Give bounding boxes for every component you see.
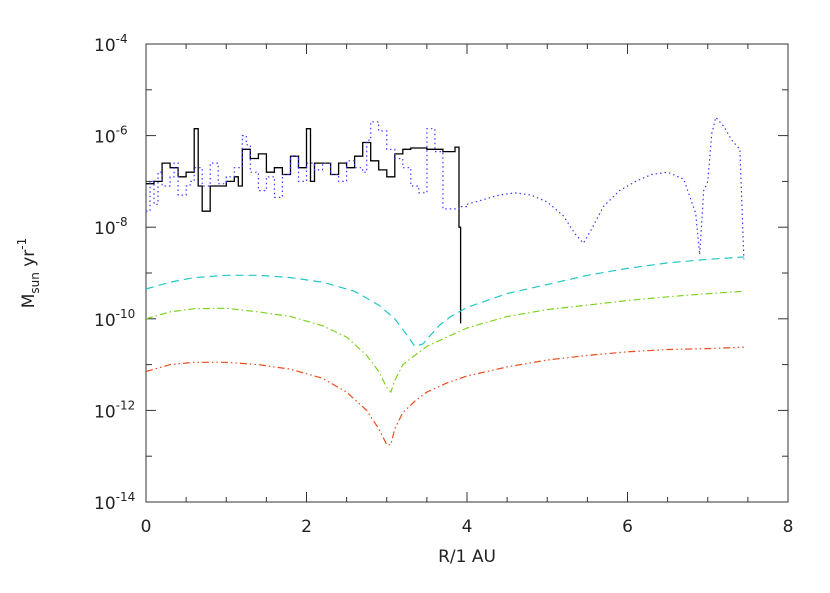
y-tick-label: 10-10	[94, 307, 135, 331]
series-line-dashdot-4	[145, 290, 744, 394]
x-tick-label: 2	[301, 517, 312, 537]
x-tick-labels: 0 2 4 6 8	[141, 517, 794, 537]
y-axis-title: Msun yr-1	[15, 238, 42, 309]
x-tick-label: 4	[462, 517, 473, 537]
data-series	[145, 116, 745, 446]
x-tick-label: 8	[783, 517, 794, 537]
y-tick-label: 10-8	[94, 215, 128, 239]
y-tick-label: 10-6	[94, 124, 128, 148]
series-line-dotted-1	[146, 121, 467, 212]
plot-frame	[145, 43, 789, 503]
y-tick-labels: 10-14 10-12 10-10 10-8 10-6 10-4	[94, 32, 135, 514]
series-line-dotted-2	[466, 116, 745, 260]
y-tick-label: 10-14	[94, 490, 135, 514]
axis-ticks	[145, 43, 789, 503]
series-line-dashdotdot-5	[145, 346, 744, 446]
x-tick-label: 6	[622, 517, 633, 537]
series-line-solid-0	[146, 128, 462, 324]
y-tick-label: 10-12	[94, 398, 135, 422]
y-tick-label: 10-4	[94, 32, 128, 56]
x-axis-title: R/1 AU	[438, 547, 496, 567]
x-tick-label: 0	[141, 517, 152, 537]
series-line-dashed-3	[145, 256, 744, 347]
